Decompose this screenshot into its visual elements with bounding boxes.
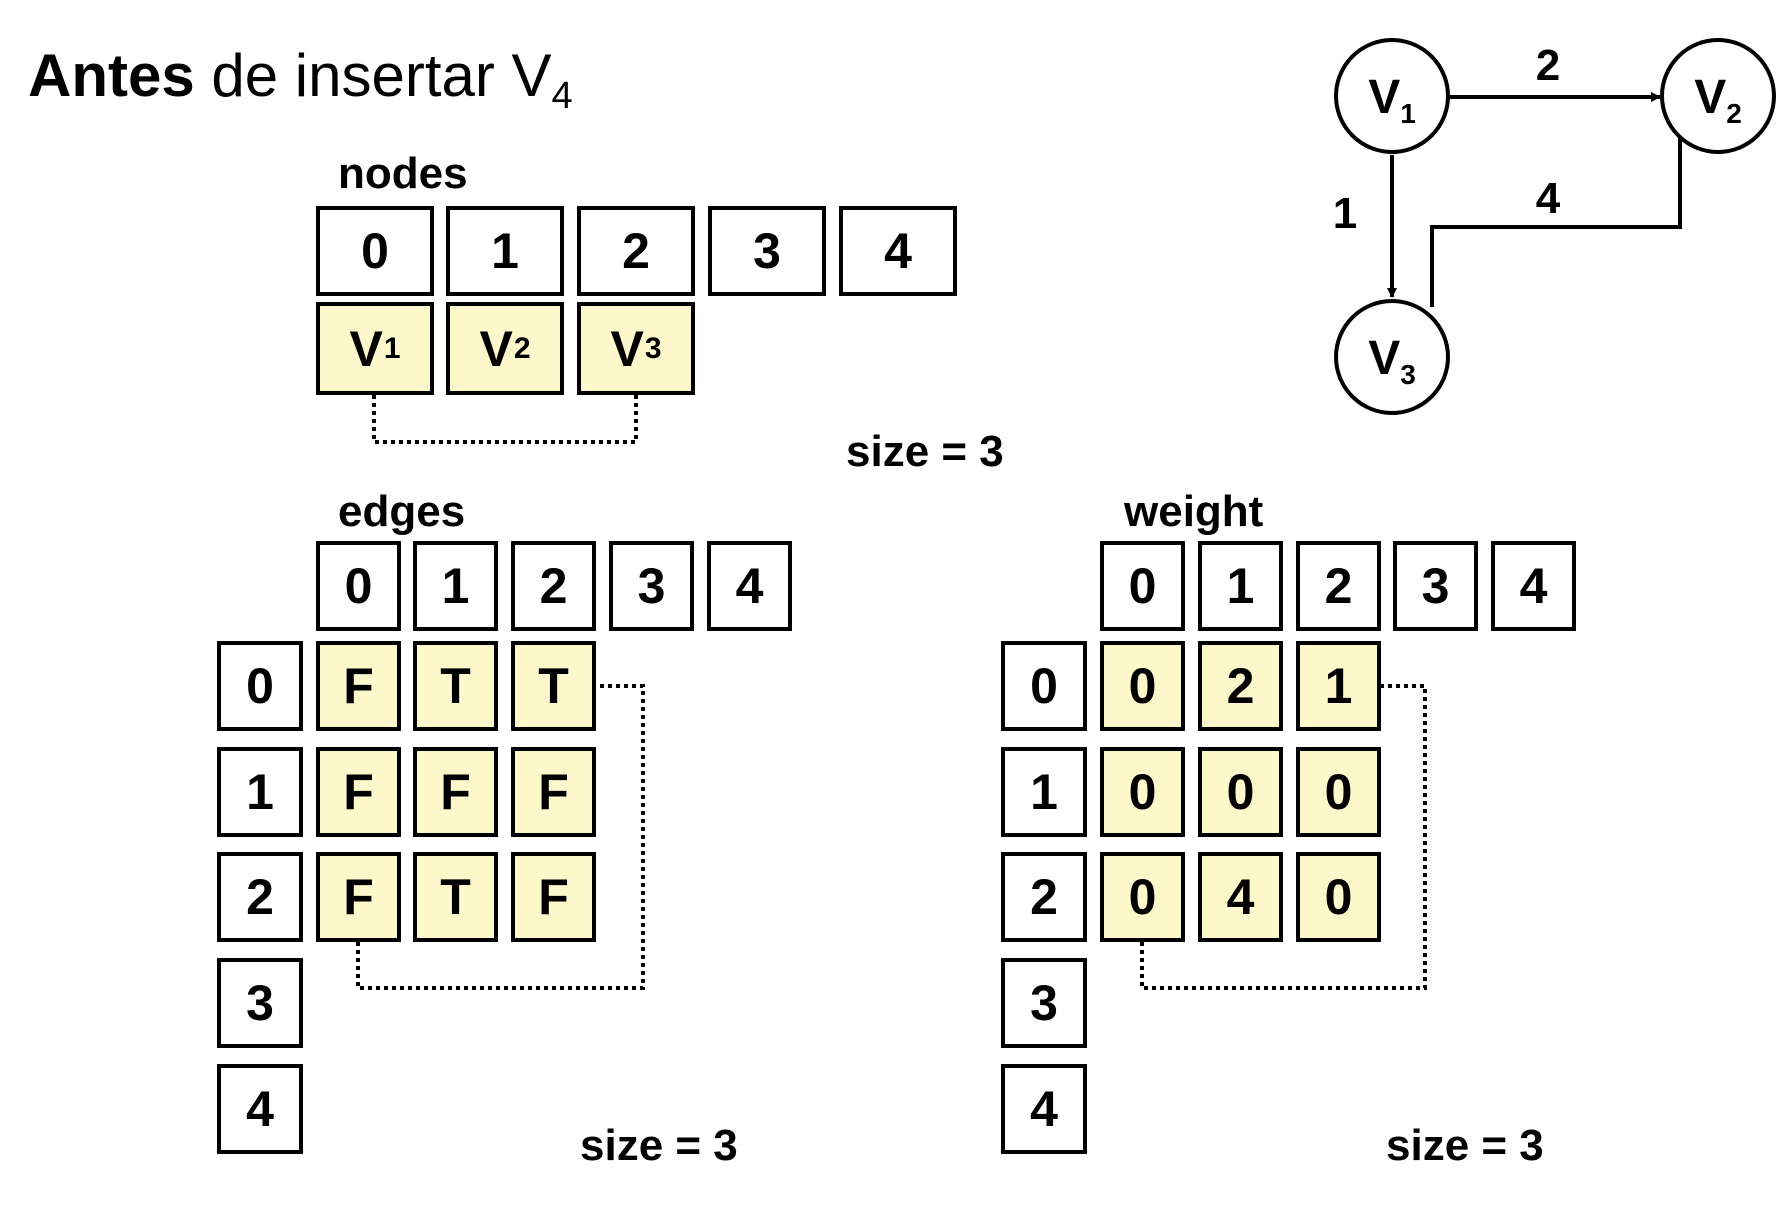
weight-col-index: 4 xyxy=(1491,541,1576,631)
graph-edge-weight: 4 xyxy=(1536,174,1561,223)
weight-cell: 0 xyxy=(1198,747,1283,837)
edges-cell: T xyxy=(413,852,498,942)
weight-cell: 0 xyxy=(1296,852,1381,942)
edges-col-index: 2 xyxy=(511,541,596,631)
weight-label: weight xyxy=(1124,487,1264,536)
graph-edge-weight: 2 xyxy=(1536,41,1560,90)
edges-cell: F xyxy=(316,641,401,731)
edges-col-index: 0 xyxy=(316,541,401,631)
weight-size-label: size = 3 xyxy=(1386,1121,1544,1170)
title-rest: de insertar V xyxy=(194,42,552,109)
edges-cell: T xyxy=(413,641,498,731)
weight-row-index: 3 xyxy=(1001,958,1087,1048)
edges-row-index: 2 xyxy=(217,852,303,942)
graph-node-v1 xyxy=(1334,38,1450,154)
graph-node-label: V3 xyxy=(1368,332,1416,390)
edges-col-index: 4 xyxy=(707,541,792,631)
nodes-index-cell: 0 xyxy=(316,206,434,296)
nodes-index-cell: 4 xyxy=(839,206,957,296)
edges-cell: F xyxy=(413,747,498,837)
weight-col-index: 0 xyxy=(1100,541,1185,631)
weight-cell: 4 xyxy=(1198,852,1283,942)
weight-cell: 0 xyxy=(1100,641,1185,731)
nodes-index-cell: 3 xyxy=(708,206,826,296)
weight-row-index: 4 xyxy=(1001,1064,1087,1154)
weight-cell: 0 xyxy=(1100,747,1185,837)
edges-cell: F xyxy=(316,852,401,942)
edges-size-bracket xyxy=(356,684,645,990)
edges-cell: T xyxy=(511,641,596,731)
weight-col-index: 2 xyxy=(1296,541,1381,631)
edges-label: edges xyxy=(338,487,466,536)
graph-edge-v3-v2 xyxy=(1430,109,1685,307)
weight-row-index: 1 xyxy=(1001,747,1087,837)
nodes-size-bracket xyxy=(372,395,638,444)
graph-node-v2 xyxy=(1660,38,1776,154)
edges-cell: F xyxy=(511,852,596,942)
weight-row-index: 2 xyxy=(1001,852,1087,942)
nodes-index-cell: 2 xyxy=(577,206,695,296)
edges-row-index: 3 xyxy=(217,958,303,1048)
graph-edge-weight: 1 xyxy=(1333,189,1357,238)
edges-row-index: 0 xyxy=(217,641,303,731)
weight-cell: 0 xyxy=(1296,747,1381,837)
nodes-size-label: size = 3 xyxy=(846,427,1004,476)
nodes-index-cell: 1 xyxy=(446,206,564,296)
weight-size-bracket xyxy=(1140,684,1427,990)
weight-col-index: 1 xyxy=(1198,541,1283,631)
graph-node-v3 xyxy=(1334,299,1450,415)
title-subscript: 4 xyxy=(551,75,573,117)
graph-node-label: V2 xyxy=(1694,71,1742,129)
page-title: Antes de insertar V4 xyxy=(28,46,573,117)
edges-col-index: 1 xyxy=(413,541,498,631)
edges-cell: F xyxy=(511,747,596,837)
weight-col-index: 3 xyxy=(1393,541,1478,631)
weight-cell: 1 xyxy=(1296,641,1381,731)
edges-row-index: 1 xyxy=(217,747,303,837)
edges-col-index: 3 xyxy=(609,541,694,631)
weight-row-index: 0 xyxy=(1001,641,1087,731)
graph-node-label: V1 xyxy=(1368,71,1416,129)
title-bold: Antes xyxy=(28,42,195,109)
weight-cell: 0 xyxy=(1100,852,1185,942)
edges-row-index: 4 xyxy=(217,1064,303,1154)
edges-size-label: size = 3 xyxy=(580,1121,738,1170)
edges-cell: F xyxy=(316,747,401,837)
weight-cell: 2 xyxy=(1198,641,1283,731)
nodes-label: nodes xyxy=(338,149,468,198)
